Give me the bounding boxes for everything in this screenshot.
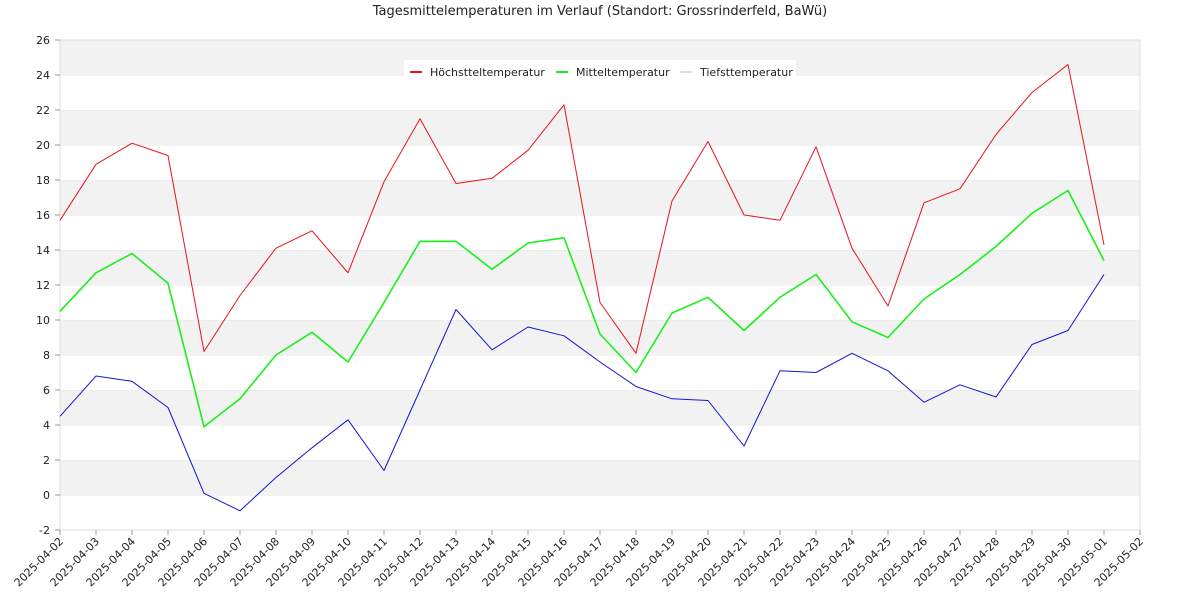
y-tick-label: 20 <box>36 139 50 152</box>
grid-band <box>60 110 1140 145</box>
grid-band <box>60 145 1140 180</box>
y-tick-label: 4 <box>43 419 50 432</box>
y-tick-label: 2 <box>43 454 50 467</box>
legend-label: Tiefsttemperatur <box>699 66 793 79</box>
grid-band <box>60 250 1140 285</box>
y-tick-label: 18 <box>36 174 50 187</box>
y-tick-label: 0 <box>43 489 50 502</box>
grid-band <box>60 215 1140 250</box>
grid-band <box>60 425 1140 460</box>
chart-title: Tagesmittelemperaturen im Verlauf (Stand… <box>372 4 828 19</box>
grid-band <box>60 390 1140 425</box>
x-axis: 2025-04-022025-04-032025-04-042025-04-05… <box>12 530 1146 589</box>
series-lines <box>59 64 1105 512</box>
y-tick-label: -2 <box>39 524 50 537</box>
y-tick-label: 22 <box>36 104 50 117</box>
y-tick-label: 8 <box>43 349 50 362</box>
y-tick-label: 16 <box>36 209 50 222</box>
y-tick-label: 14 <box>36 244 50 257</box>
grid-band <box>60 180 1140 215</box>
y-tick-label: 12 <box>36 279 50 292</box>
series-line-1 <box>59 189 1105 428</box>
y-tick-label: 10 <box>36 314 50 327</box>
legend-label: Mitteltemperatur <box>576 66 670 79</box>
grid-bands <box>60 39 1140 530</box>
legend-box <box>404 60 796 84</box>
y-tick-label: 26 <box>36 34 50 47</box>
grid-band <box>60 495 1140 530</box>
grid-band <box>60 320 1140 355</box>
legend: Höchstteltemperatur Mitteltemperatur Tiefs… <box>404 60 796 84</box>
y-tick-label: 6 <box>43 384 50 397</box>
legend-label: Höchstteltemperatur <box>430 66 545 79</box>
grid-band <box>60 460 1140 495</box>
series-line-2 <box>59 274 1105 512</box>
series-line-0 <box>59 64 1105 354</box>
y-tick-label: 24 <box>36 69 50 82</box>
grid-band <box>60 355 1140 390</box>
